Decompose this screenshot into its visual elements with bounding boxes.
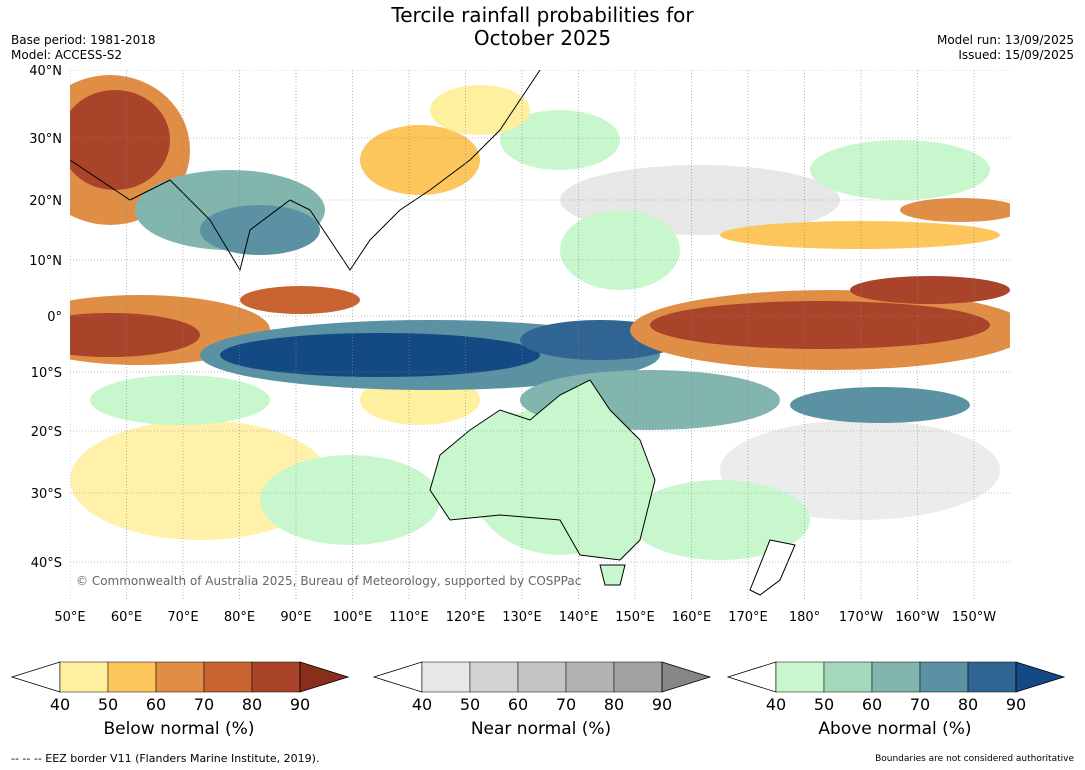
colorbar-tick: 80 (242, 695, 262, 714)
colorbar-segment (421, 661, 471, 693)
colorbar-segment (613, 661, 663, 693)
colorbar-segment (59, 661, 109, 693)
colorbar-title-above: Above normal (%) (818, 719, 972, 739)
lon-label: 100°E (333, 610, 373, 625)
colorbar-tick: 50 (98, 695, 118, 714)
lon-label: 160°E (672, 610, 712, 625)
colorbar-segment (919, 661, 969, 693)
lat-label: 30°S (31, 487, 62, 502)
colorbar-title-near: Near normal (%) (470, 719, 612, 739)
colorbar-legend: 40 50 60 70 80 90 40 50 60 70 80 90 40 50 60 70 80 90 (10, 661, 1066, 714)
colorbar-tick: 70 (194, 695, 214, 714)
colorbar-tick: 40 (412, 695, 432, 714)
latitude-labels: 40°N 30°N 20°N 10°N 0° 10°S 20°S 30°S 40°S (29, 64, 62, 571)
colorbar-segment (517, 661, 567, 693)
colorbar-segment (251, 661, 301, 693)
lon-label: 80°E (224, 610, 255, 625)
meta-right: Model run: 13/09/2025 Issued: 15/09/2025 (937, 33, 1074, 63)
lon-label: 110°E (389, 610, 429, 625)
map-title: Tercile rainfall probabilities for Octob… (0, 4, 1085, 50)
colorbar-lower-arrow (10, 661, 61, 693)
colorbar-segment (871, 661, 921, 693)
colorbar-tick: 90 (652, 695, 672, 714)
colorbar-segment (967, 661, 1017, 693)
colorbar-tick: 40 (50, 695, 70, 714)
lon-label: 60°E (111, 610, 142, 625)
australia-outline (429, 379, 656, 561)
colorbar-lower-arrow (726, 661, 777, 693)
issued-date: Issued: 15/09/2025 (958, 48, 1074, 62)
lat-label: 20°S (31, 425, 62, 440)
copyright-text: © Commonwealth of Australia 2025, Bureau… (76, 574, 581, 588)
lon-label: 170°W (839, 610, 883, 625)
colorbar-upper-arrow (299, 661, 350, 693)
lon-label: 150°W (952, 610, 996, 625)
colorbar-segment (565, 661, 615, 693)
boundaries-disclaimer: Boundaries are not considered authoritat… (875, 754, 1074, 764)
lon-label: 150°E (615, 610, 655, 625)
colorbar-tick: 60 (508, 695, 528, 714)
title-line-1: Tercile rainfall probabilities for (391, 3, 694, 27)
colorbar-tick: 70 (556, 695, 576, 714)
colorbar-tick: 50 (814, 695, 834, 714)
lat-label: 10°N (29, 254, 62, 269)
colorbar-upper-arrow (1015, 661, 1066, 693)
map-area: © Commonwealth of Australia 2025, Bureau… (70, 70, 1010, 600)
colorbar-tick: 60 (862, 695, 882, 714)
lon-label: 170°E (728, 610, 768, 625)
lat-label: 0° (47, 310, 62, 325)
lon-label: 120°E (446, 610, 486, 625)
colorbar-segment (469, 661, 519, 693)
lon-label: 50°E (54, 610, 85, 625)
lat-label: 20°N (29, 194, 62, 209)
model-name: Model: ACCESS-S2 (11, 48, 123, 62)
model-run: Model run: 13/09/2025 (936, 33, 1074, 47)
colorbar-segment (203, 661, 253, 693)
meta-left: Base period: 1981-2018 Model: ACCESS-S2 (11, 33, 156, 63)
colorbar-tick: 90 (290, 695, 310, 714)
colorbar-segment (823, 661, 873, 693)
base-period: Base period: 1981-2018 (11, 33, 156, 47)
colorbar-tick: 40 (766, 695, 786, 714)
lon-label: 130°E (502, 610, 542, 625)
lon-label: 180° (789, 610, 820, 625)
new-zealand-outline (749, 539, 796, 596)
lat-label: 40°S (31, 556, 62, 571)
colorbar-tick: 70 (910, 695, 930, 714)
colorbar-lower-arrow (372, 661, 423, 693)
asia-coastline (70, 70, 541, 272)
title-line-2: October 2025 (473, 26, 612, 50)
lat-label: 40°N (29, 64, 62, 79)
colorbar-segment (107, 661, 157, 693)
lon-label: 140°E (559, 610, 599, 625)
lat-label: 10°S (31, 366, 62, 381)
graticule (70, 70, 1010, 600)
longitude-labels: 50°E 60°E 70°E 80°E 90°E 100°E 110°E 120°E 130°E… (54, 610, 996, 625)
colorbar-upper-arrow (661, 661, 712, 693)
colorbar-segment (155, 661, 205, 693)
colorbar-title-below: Below normal (%) (103, 719, 255, 739)
lon-label: 90°E (280, 610, 311, 625)
lon-label: 160°W (895, 610, 939, 625)
colorbar-tick: 80 (958, 695, 978, 714)
colorbar-tick: 80 (604, 695, 624, 714)
lon-label: 70°E (167, 610, 198, 625)
colorbar-tick: 50 (460, 695, 480, 714)
lat-label: 30°N (29, 132, 62, 147)
colorbar-segment (775, 661, 825, 693)
colorbar-tick: 90 (1006, 695, 1026, 714)
eez-footnote: -- -- -- EEZ border V11 (Flanders Marine… (11, 752, 320, 765)
colorbar-tick: 60 (146, 695, 166, 714)
